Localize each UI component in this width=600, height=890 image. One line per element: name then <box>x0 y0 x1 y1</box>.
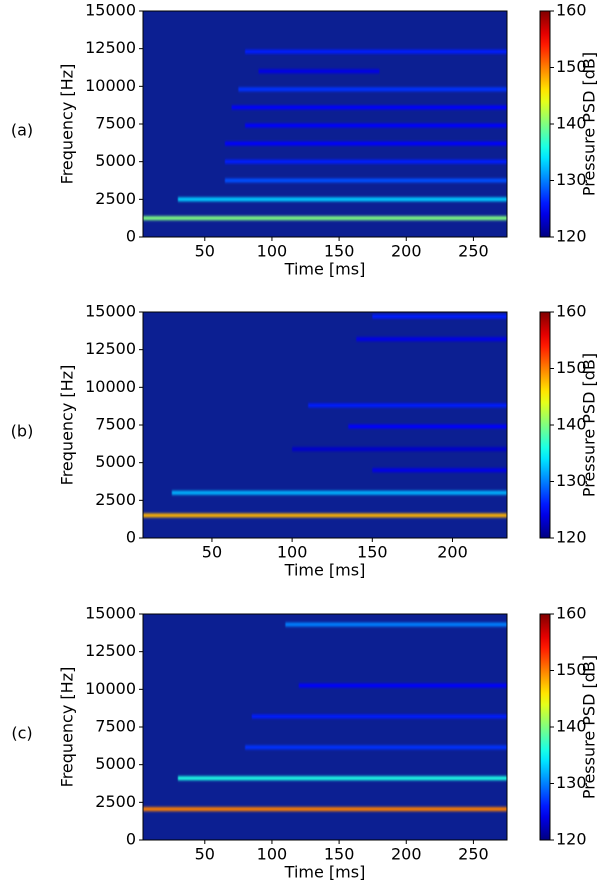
harmonic-band <box>224 159 507 164</box>
panel-label: (b) <box>11 422 34 441</box>
harmonic-band <box>356 337 507 342</box>
panel-label: (c) <box>11 724 32 743</box>
y-tick-label: 15000 <box>85 604 136 623</box>
y-tick-label: 10000 <box>85 76 136 95</box>
x-tick-label: 250 <box>458 242 489 261</box>
x-tick-label: 100 <box>257 242 288 261</box>
harmonic-band <box>231 105 507 110</box>
colorbar-tick-label: 160 <box>556 302 587 321</box>
bands <box>143 622 507 812</box>
y-axis-label: Frequency [Hz] <box>58 667 77 788</box>
colorbar-tick-label: 140 <box>556 114 587 133</box>
colorbar-tick-label: 120 <box>556 830 587 849</box>
panel: 50 100 150 200 25002500500075001000012500150… <box>11 1 599 279</box>
colorbar <box>539 311 551 539</box>
y-tick-label: 7500 <box>95 114 136 133</box>
panel: 50 100 150 200 25002500500075001000012500150… <box>11 604 598 882</box>
x-axis-label: Time [ms] <box>284 260 366 279</box>
colorbar-tick-label: 150 <box>556 57 587 76</box>
colorbar <box>539 613 551 841</box>
colorbar <box>539 10 551 238</box>
colorbar-tick-label: 140 <box>556 415 587 434</box>
y-tick-label: 7500 <box>95 415 136 434</box>
harmonic-band <box>372 314 507 319</box>
panel: 50 100 150 200 0 2500 5000 7500 10000 12500 15000 T… <box>11 302 599 580</box>
colorbar-label: Pressure PSD [dB] <box>580 52 599 196</box>
x-axis-label: Time [ms] <box>284 561 366 580</box>
colorbar-label: Pressure PSD [dB] <box>580 353 599 497</box>
y-tick-label: 0 <box>126 830 136 849</box>
y-tick-label: 12500 <box>85 641 136 660</box>
colorbar-tick-label: 130 <box>556 471 587 490</box>
x-tick-label: 50 <box>195 242 215 261</box>
harmonic-band <box>298 683 507 688</box>
colorbar-tick-label: 120 <box>556 528 587 547</box>
harmonic-band <box>238 87 507 92</box>
y-tick-label: 10000 <box>85 679 136 698</box>
x-tick-label: 200 <box>391 242 422 261</box>
x-axis-label: Time [ms] <box>284 863 366 882</box>
y-tick-label: 12500 <box>85 339 136 358</box>
y-axis-label: Frequency [Hz] <box>58 64 77 185</box>
panel-label: (a) <box>11 121 33 140</box>
x-tick-label: 50 <box>202 543 222 562</box>
y-tick-label: 2500 <box>95 792 136 811</box>
harmonic-band <box>372 468 507 473</box>
y-tick-label: 5000 <box>95 151 136 170</box>
y-tick-label: 0 <box>126 528 136 547</box>
colorbar-tick-label: 130 <box>556 170 587 189</box>
harmonic-band <box>258 69 380 74</box>
harmonic-band <box>308 403 507 408</box>
y-tick-label: 2500 <box>95 490 136 509</box>
colorbar-tick-label: 150 <box>556 660 587 679</box>
harmonic-band <box>171 490 507 495</box>
y-axis-label: Frequency [Hz] <box>58 365 77 486</box>
x-tick-label: 150 <box>324 242 355 261</box>
harmonic-band <box>292 447 507 452</box>
harmonic-band <box>245 49 507 54</box>
x-tick-label: 250 <box>458 845 489 864</box>
x-tick-label: 50 <box>195 845 215 864</box>
harmonic-band <box>251 714 507 719</box>
bands <box>143 314 507 518</box>
harmonic-band <box>224 141 507 146</box>
y-tick-label: 0 <box>126 227 136 246</box>
bands <box>143 49 507 221</box>
y-tick-label: 10000 <box>85 377 136 396</box>
harmonic-band <box>224 178 507 183</box>
colorbar-label: Pressure PSD [dB] <box>580 655 599 799</box>
harmonic-band <box>177 197 507 202</box>
colorbar-tick-label: 150 <box>556 358 587 377</box>
y-tick-label: 5000 <box>95 452 136 471</box>
colorbar-tick-label: 160 <box>556 1 587 20</box>
y-tick-label: 2500 <box>95 189 136 208</box>
y-tick-label: 15000 <box>85 302 136 321</box>
colorbar-tick-label: 120 <box>556 227 587 246</box>
harmonic-band <box>143 216 507 221</box>
harmonic-band <box>348 424 507 429</box>
y-tick-label: 7500 <box>95 717 136 736</box>
colorbar-tick-label: 130 <box>556 773 587 792</box>
harmonic-band <box>143 807 507 812</box>
x-tick-label: 150 <box>324 845 355 864</box>
y-tick-label: 5000 <box>95 754 136 773</box>
y-tick-label: 15000 <box>85 1 136 20</box>
colorbar-tick-label: 140 <box>556 717 587 736</box>
harmonic-band <box>177 776 507 781</box>
harmonic-band <box>285 622 507 627</box>
harmonic-band <box>245 745 507 750</box>
harmonic-band <box>143 513 507 518</box>
x-tick-label: 150 <box>357 543 388 562</box>
x-tick-label: 200 <box>391 845 422 864</box>
colorbar-tick-label: 160 <box>556 604 587 623</box>
x-tick-label: 200 <box>437 543 468 562</box>
harmonic-band <box>245 123 507 128</box>
y-tick-label: 12500 <box>85 38 136 57</box>
plot-background <box>143 614 507 840</box>
x-tick-label: 100 <box>257 845 288 864</box>
x-tick-label: 100 <box>277 543 308 562</box>
